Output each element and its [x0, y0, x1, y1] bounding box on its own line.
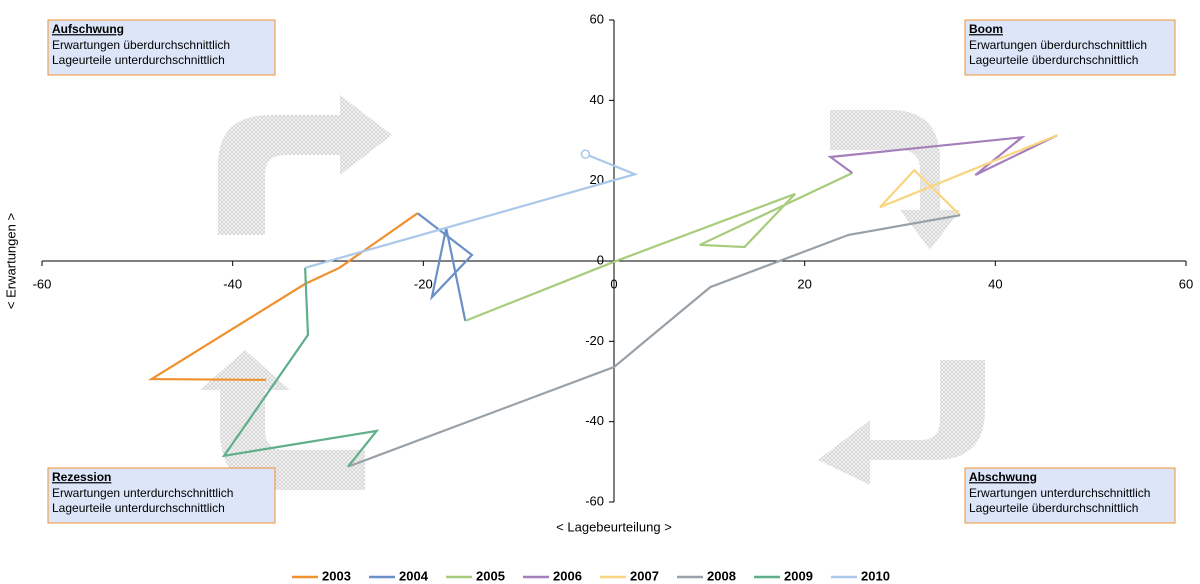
- quadrant-text: Lageurteile überdurchschnittlich: [969, 501, 1138, 515]
- quadrant-title: Boom: [969, 22, 1003, 36]
- y-tick-label: 40: [590, 92, 604, 107]
- x-axis-label: < Lagebeurteilung >: [556, 519, 672, 534]
- quadrant-box: [964, 19, 1176, 76]
- legend-label: 2009: [784, 568, 813, 583]
- legend-label: 2008: [707, 568, 736, 583]
- series-line: [147, 212, 419, 381]
- y-tick-label: -40: [585, 413, 604, 428]
- y-tick-label: 0: [597, 252, 604, 267]
- x-tick-label: 60: [1179, 276, 1193, 291]
- quadrant-text: Lageurteile unterdurchschnittlich: [52, 501, 225, 515]
- y-tick-label: 60: [590, 11, 604, 26]
- series-line: [464, 172, 853, 322]
- quadrant-text: Erwartungen überdurchschnittlich: [52, 38, 230, 52]
- y-tick-label: -20: [585, 333, 604, 348]
- quadrant-title: Abschwung: [969, 470, 1037, 484]
- quadrant-text: Lageurteile überdurchschnittlich: [969, 53, 1138, 67]
- quadrant-text: Erwartungen unterdurchschnittlich: [52, 486, 233, 500]
- x-tick-label: 0: [610, 276, 617, 291]
- series-line: [304, 153, 639, 269]
- quadrant-text: Lageurteile unterdurchschnittlich: [52, 53, 225, 67]
- legend-label: 2007: [630, 568, 659, 583]
- legend-label: 2005: [476, 568, 505, 583]
- series-line: [827, 134, 1058, 177]
- legend-label: 2004: [399, 568, 429, 583]
- legend-label: 2006: [553, 568, 582, 583]
- x-tick-label: -20: [414, 276, 433, 291]
- y-axis-label: < Erwartungen >: [3, 213, 18, 309]
- legend-label: 2010: [861, 568, 890, 583]
- quadrant-box: [47, 467, 276, 524]
- quadrant-title: Aufschwung: [52, 22, 124, 36]
- x-tick-label: 40: [988, 276, 1002, 291]
- quadrant-box: [964, 467, 1176, 524]
- legend-label: 2003: [322, 568, 351, 583]
- series-line: [347, 214, 961, 468]
- x-tick-label: -60: [33, 276, 52, 291]
- quadrant-text: Erwartungen überdurchschnittlich: [969, 38, 1147, 52]
- quadrant-box: [47, 19, 276, 76]
- end-marker: [580, 149, 591, 159]
- y-tick-label: -60: [585, 493, 604, 508]
- x-tick-label: 20: [797, 276, 811, 291]
- x-tick-label: -40: [223, 276, 242, 291]
- series-line: [221, 267, 380, 468]
- series-line: [879, 134, 1058, 216]
- quadrant-text: Erwartungen unterdurchschnittlich: [969, 486, 1150, 500]
- quadrant-title: Rezession: [52, 470, 111, 484]
- cycle-arrows: [200, 95, 985, 490]
- series-line: [416, 212, 474, 322]
